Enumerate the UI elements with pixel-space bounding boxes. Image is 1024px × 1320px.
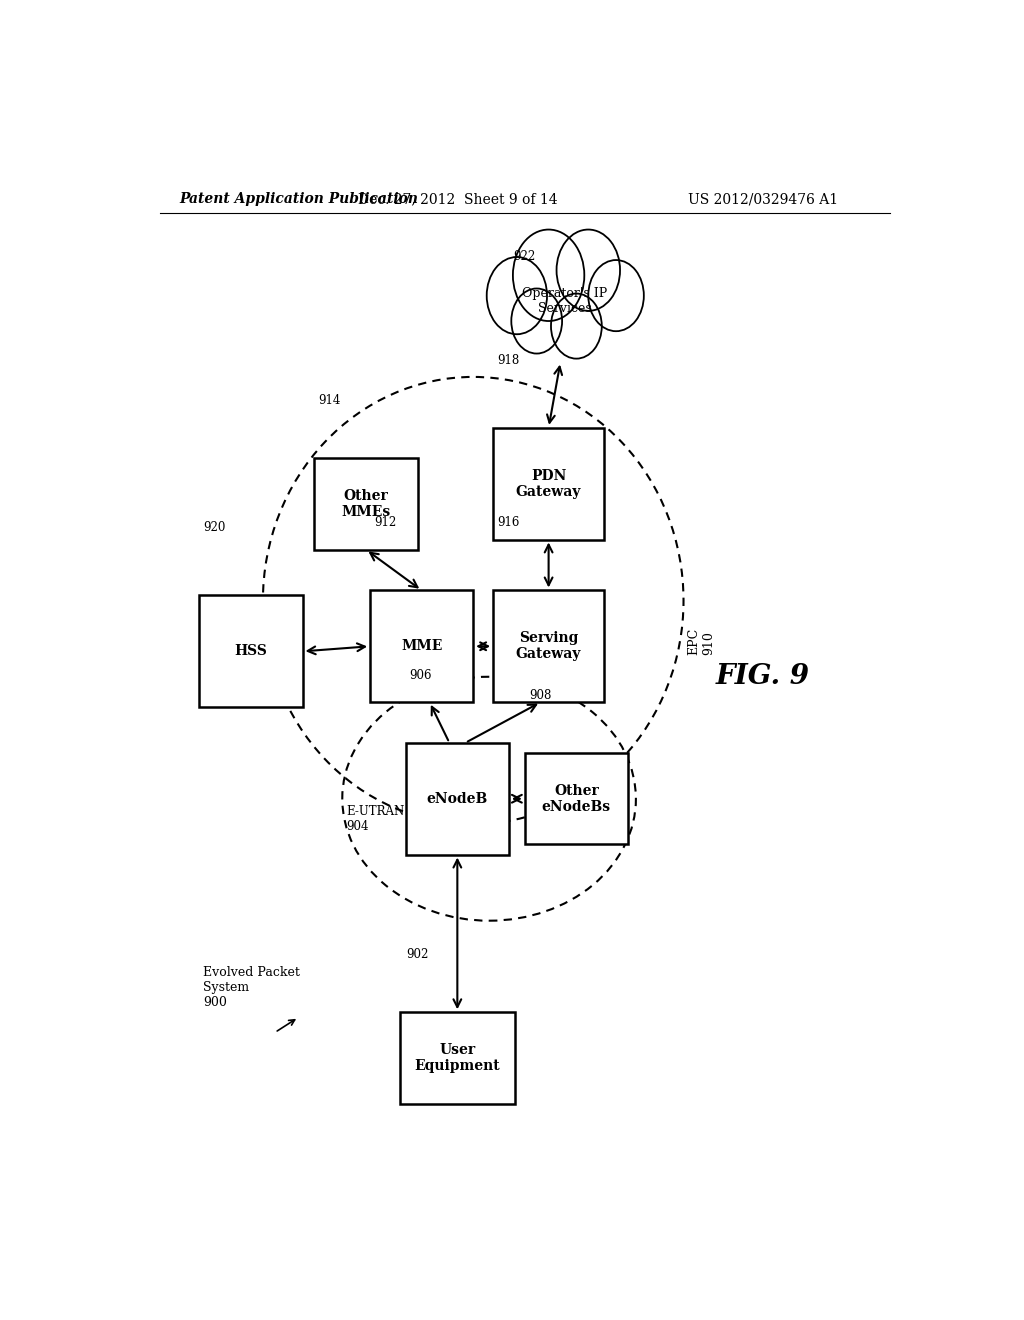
- FancyBboxPatch shape: [524, 752, 628, 845]
- Text: Patent Application Publication: Patent Application Publication: [179, 191, 419, 206]
- FancyBboxPatch shape: [399, 1012, 515, 1104]
- Text: Other
eNodeBs: Other eNodeBs: [542, 784, 611, 814]
- Text: Dec. 27, 2012  Sheet 9 of 14: Dec. 27, 2012 Sheet 9 of 14: [357, 191, 557, 206]
- Circle shape: [486, 257, 547, 334]
- FancyBboxPatch shape: [494, 590, 604, 702]
- Circle shape: [513, 230, 585, 321]
- FancyBboxPatch shape: [370, 590, 473, 702]
- Text: 906: 906: [410, 669, 432, 682]
- Text: E-UTRAN
904: E-UTRAN 904: [346, 805, 404, 833]
- FancyBboxPatch shape: [494, 428, 604, 540]
- Text: US 2012/0329476 A1: US 2012/0329476 A1: [688, 191, 838, 206]
- Circle shape: [557, 230, 621, 312]
- Text: HSS: HSS: [234, 644, 267, 659]
- Text: User
Equipment: User Equipment: [415, 1043, 500, 1073]
- Circle shape: [589, 260, 644, 331]
- Text: Operator's IP
Services: Operator's IP Services: [522, 286, 607, 314]
- Text: 918: 918: [497, 354, 519, 367]
- Text: 908: 908: [528, 689, 551, 702]
- Text: 914: 914: [318, 395, 341, 408]
- Text: 920: 920: [204, 521, 225, 535]
- Circle shape: [551, 293, 602, 359]
- FancyBboxPatch shape: [200, 595, 303, 708]
- Text: Other
MMEs: Other MMEs: [341, 488, 391, 519]
- Text: 916: 916: [497, 516, 519, 529]
- Text: EPC
910: EPC 910: [687, 627, 716, 655]
- Text: 902: 902: [406, 948, 428, 961]
- Text: Serving
Gateway: Serving Gateway: [516, 631, 582, 661]
- Text: eNodeB: eNodeB: [427, 792, 488, 805]
- FancyBboxPatch shape: [314, 458, 418, 549]
- FancyBboxPatch shape: [406, 743, 509, 854]
- Text: FIG. 9: FIG. 9: [716, 663, 810, 690]
- Text: 912: 912: [374, 516, 396, 529]
- Text: 922: 922: [513, 249, 536, 263]
- Text: Evolved Packet
System
900: Evolved Packet System 900: [204, 966, 300, 1010]
- Circle shape: [511, 289, 562, 354]
- Text: MME: MME: [401, 639, 442, 653]
- Text: PDN
Gateway: PDN Gateway: [516, 469, 582, 499]
